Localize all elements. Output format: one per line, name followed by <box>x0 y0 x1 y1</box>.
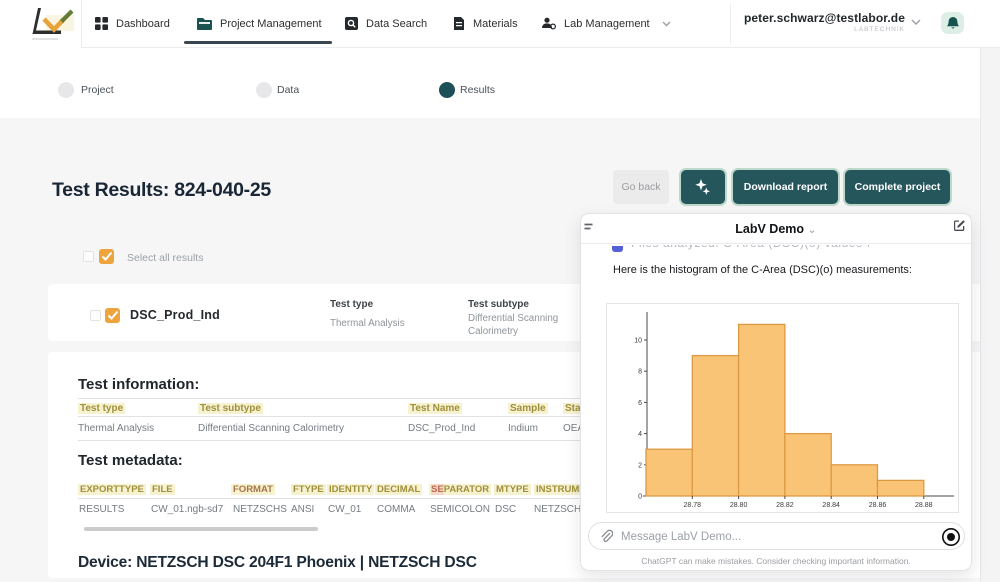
svg-text:28.78: 28.78 <box>684 502 702 509</box>
svg-text:2: 2 <box>638 462 642 469</box>
svg-text:28.82: 28.82 <box>776 502 794 509</box>
svg-text:6: 6 <box>638 400 642 407</box>
svg-text:28.80: 28.80 <box>730 502 748 509</box>
svg-text:10: 10 <box>634 338 642 345</box>
svg-text:28.84: 28.84 <box>822 502 840 509</box>
svg-text:4: 4 <box>638 431 642 438</box>
svg-text:8: 8 <box>638 369 642 376</box>
svg-text:0: 0 <box>638 494 642 501</box>
svg-text:28.88: 28.88 <box>915 502 933 509</box>
svg-text:28.86: 28.86 <box>869 502 887 509</box>
